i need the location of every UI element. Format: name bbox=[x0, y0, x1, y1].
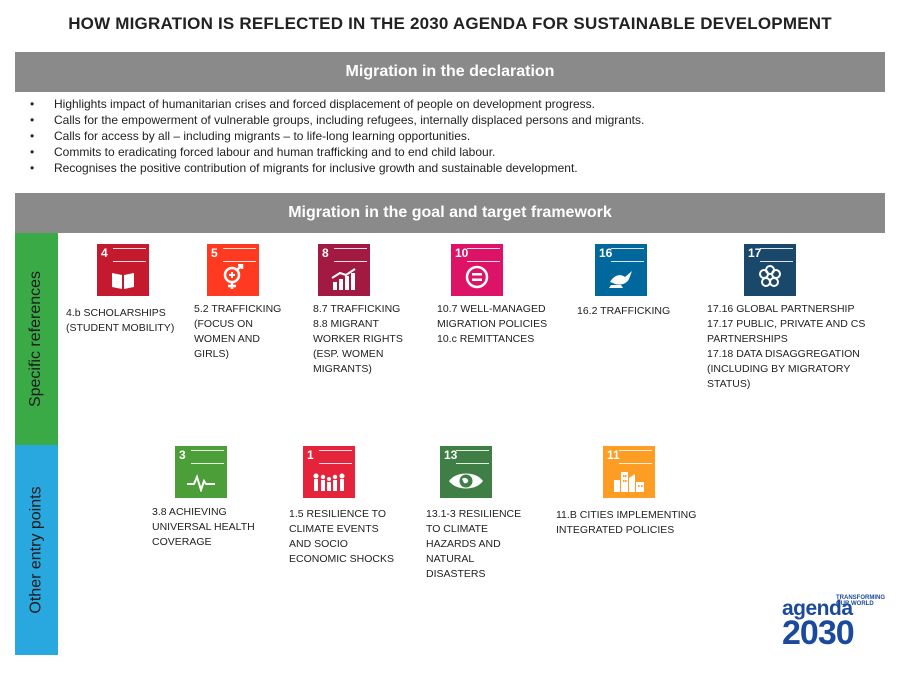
agenda-2030-logo: TRANSFORMING OUR WORLD agenda 2030 bbox=[776, 595, 885, 652]
target-label-sdg-17: 17.16 GLOBAL PARTNERSHIP 17.17 PUBLIC, P… bbox=[707, 303, 866, 390]
target-label-sdg-10: 10.7 WELL-MANAGED MIGRATION POLICIES 10.… bbox=[437, 303, 548, 345]
page-title: HOW MIGRATION IS REFLECTED IN THE 2030 A… bbox=[68, 14, 832, 33]
specific-references-sidebar: Specific references bbox=[15, 233, 58, 445]
sdg-3-tile: 3 bbox=[175, 446, 227, 498]
target-label-sdg-4: 4.b SCHOLARSHIPS (STUDENT MOBILITY) bbox=[66, 307, 175, 334]
target-label-sdg-8: 8.7 TRAFFICKING 8.8 MIGRANT WORKER RIGHT… bbox=[313, 303, 403, 375]
sdg-5-tile: 5 bbox=[207, 244, 259, 296]
sdg-number: 17 bbox=[748, 246, 762, 260]
sdg-1-tile: 1 bbox=[303, 446, 355, 498]
sdg-number: 1 bbox=[307, 448, 314, 462]
book-icon bbox=[112, 273, 134, 289]
dove-icon bbox=[609, 271, 632, 288]
sdg-11-tile: 11 bbox=[603, 446, 655, 498]
declaration-bullet: Calls for the empowerment of vulnerable … bbox=[30, 112, 644, 128]
city-icon bbox=[614, 472, 644, 492]
logo-year: 2030 bbox=[782, 614, 855, 652]
sdg-16-tile: 16 bbox=[595, 244, 647, 296]
sdg-number: 5 bbox=[211, 246, 218, 260]
declaration-bullet-list: Highlights impact of humanitarian crises… bbox=[30, 96, 644, 176]
other-entry-points-label: Other entry points bbox=[27, 486, 45, 614]
target-label-sdg-13: 13.1-3 RESILIENCE TO CLIMATE HAZARDS AND… bbox=[426, 508, 522, 580]
framework-header: Migration in the goal and target framewo… bbox=[15, 193, 885, 233]
declaration-bullet: Calls for access by all – including migr… bbox=[30, 128, 644, 144]
sdg-number: 8 bbox=[322, 246, 329, 260]
gender-icon bbox=[223, 264, 244, 289]
target-label-sdg-1: 1.5 RESILIENCE TO CLIMATE EVENTS AND SOC… bbox=[289, 508, 395, 565]
target-label-sdg-5: 5.2 TRAFFICKING (FOCUS ON WOMEN AND GIRL… bbox=[194, 303, 282, 360]
sdg-13-tile: 13 bbox=[440, 446, 492, 498]
sdg-number: 11 bbox=[607, 448, 620, 462]
family-icon bbox=[313, 473, 345, 491]
target-label-sdg-16: 16.2 TRAFFICKING bbox=[577, 305, 671, 317]
sdg-number: 3 bbox=[179, 448, 186, 462]
sdg-number: 13 bbox=[444, 448, 458, 462]
sdg-8-tile: 8 bbox=[318, 244, 370, 296]
flower-icon bbox=[759, 265, 781, 287]
eye-globe-icon bbox=[449, 473, 483, 489]
specific-references-label: Specific references bbox=[27, 270, 45, 408]
declaration-header: Migration in the declaration bbox=[15, 52, 885, 92]
target-label-sdg-11: 11.B CITIES IMPLEMENTING INTEGRATED POLI… bbox=[556, 509, 697, 536]
growth-chart-icon bbox=[331, 268, 356, 290]
sdg-number: 16 bbox=[599, 246, 613, 260]
heartbeat-icon bbox=[187, 474, 215, 492]
logo-tagline: TRANSFORMING OUR WORLD bbox=[836, 595, 885, 607]
equal-icon bbox=[465, 265, 489, 289]
declaration-bullet: Recognises the positive contribution of … bbox=[30, 160, 644, 176]
logo-word: agenda bbox=[782, 597, 853, 620]
sdg-number: 4 bbox=[101, 246, 108, 260]
sdg-17-tile: 17 bbox=[744, 244, 796, 296]
sdg-number: 10 bbox=[455, 246, 469, 260]
target-label-sdg-3: 3.8 ACHIEVING UNIVERSAL HEALTH COVERAGE bbox=[152, 506, 255, 548]
declaration-bullet: Commits to eradicating forced labour and… bbox=[30, 144, 644, 160]
sdg-10-tile: 10 bbox=[451, 244, 503, 296]
other-entry-points-sidebar: Other entry points bbox=[15, 445, 58, 655]
declaration-bullet: Highlights impact of humanitarian crises… bbox=[30, 96, 644, 112]
sdg-4-tile: 4 bbox=[97, 244, 149, 296]
